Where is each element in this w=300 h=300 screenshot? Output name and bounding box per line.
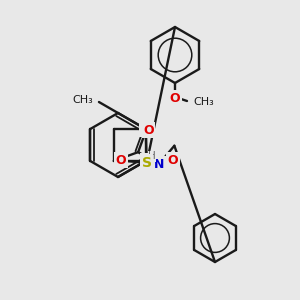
Text: N: N [140, 122, 151, 136]
Text: O: O [116, 154, 126, 166]
Text: O: O [170, 92, 180, 104]
Text: O: O [167, 154, 178, 166]
Text: S: S [142, 156, 152, 170]
Text: H: H [148, 151, 156, 161]
Text: O: O [143, 124, 154, 137]
Text: CH₃: CH₃ [193, 97, 214, 107]
Text: O: O [141, 154, 152, 167]
Text: CH₃: CH₃ [72, 95, 93, 105]
Text: N: N [154, 158, 164, 171]
